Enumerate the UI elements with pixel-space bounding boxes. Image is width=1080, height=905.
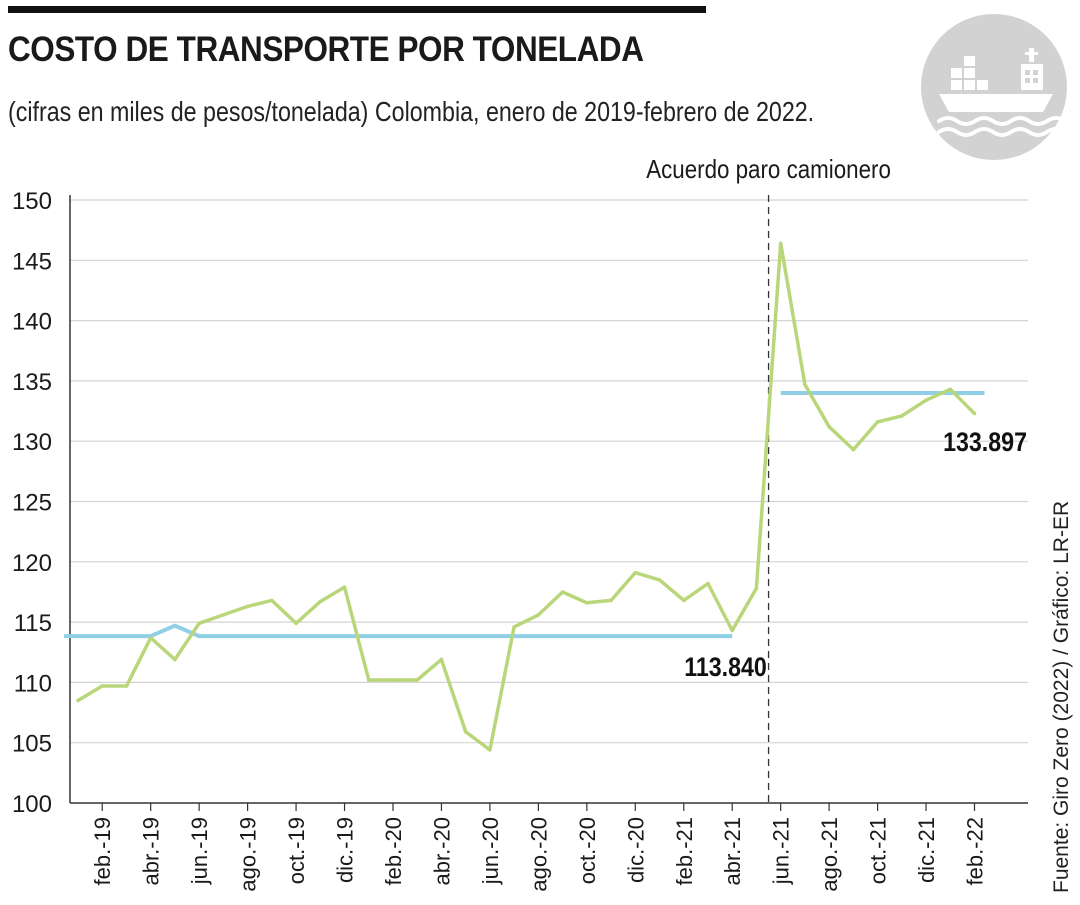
- data-point-jul.-20: [512, 625, 516, 629]
- data-point-abr.-21: [730, 628, 735, 633]
- y-tick-label: 110: [14, 670, 52, 697]
- data-point-ene.-22: [948, 387, 953, 392]
- y-tick-label: 150: [12, 188, 52, 215]
- data-point-oct.-19: [294, 621, 298, 626]
- source-credit: Fuente: Giro Zero (2022) / Gráfico: LR-E…: [1050, 500, 1073, 893]
- gridlines: [69, 195, 1028, 804]
- y-tick-label: 130: [12, 429, 52, 456]
- data-point-mar.-19: [124, 684, 129, 688]
- x-tick-label: abr.-21: [720, 817, 745, 886]
- average-label-1: 113.840: [684, 652, 767, 682]
- x-tick-label: oct.-19: [284, 817, 309, 884]
- top-rule: [8, 6, 706, 13]
- y-tick-label: 145: [12, 248, 52, 275]
- data-point-sep.-21: [851, 447, 856, 452]
- data-point-mar.-20: [415, 678, 420, 682]
- y-tick-label: 100: [12, 791, 52, 818]
- y-tick-label: 140: [12, 309, 52, 336]
- data-point-ene.-20: [366, 678, 371, 682]
- data-point-ene.-19: [76, 698, 80, 703]
- data-point-ene.-21: [657, 578, 662, 582]
- x-tick-label: feb.-21: [672, 817, 697, 886]
- data-point-jun.-21: [778, 241, 783, 246]
- data-point-jun.-20: [488, 748, 492, 752]
- data-point-jul.-19: [221, 613, 226, 617]
- x-tick-label: ago.-21: [817, 817, 842, 892]
- x-tick-label: ago.-19: [236, 817, 261, 892]
- data-point-nov.-20: [609, 598, 613, 603]
- data-point-sep.-19: [270, 598, 274, 603]
- x-tick-label: feb.-22: [963, 817, 988, 886]
- average-label-2: 133.897: [943, 427, 1027, 457]
- data-point-dic.-20: [633, 570, 638, 575]
- y-tick-label: 115: [14, 610, 52, 637]
- data-point-feb.-19: [100, 684, 105, 688]
- data-point-jun.-19: [197, 621, 201, 626]
- x-tick-label: jun.-21: [769, 817, 794, 885]
- chart-title: COSTO DE TRANSPORTE POR TONELADA: [8, 30, 644, 69]
- data-point-feb.-22: [972, 411, 977, 416]
- cargo-ship-icon: [921, 14, 1067, 160]
- x-tick-label: feb.-19: [90, 817, 115, 886]
- x-tick-label: oct.-20: [575, 817, 600, 884]
- series-points: [76, 241, 977, 752]
- data-point-ago.-20: [536, 613, 541, 617]
- y-tick-label: 125: [12, 490, 52, 517]
- x-tick-label: dic.-20: [623, 817, 648, 883]
- data-point-abr.-20: [439, 657, 444, 662]
- data-point-ago.-21: [827, 424, 831, 429]
- y-tick-label: 135: [12, 369, 52, 396]
- data-point-feb.-21: [681, 598, 686, 603]
- x-tick-label: dic.-19: [333, 817, 358, 883]
- y-tick-label: 105: [12, 731, 52, 758]
- data-point-ago.-19: [245, 604, 250, 609]
- data-point-mar.-21: [706, 581, 710, 586]
- data-point-oct.-20: [585, 601, 589, 605]
- data-point-may.-19: [173, 657, 177, 662]
- data-point-nov.-21: [900, 414, 904, 418]
- data-point-may.-21: [754, 586, 759, 591]
- x-tick-label: abr.-20: [429, 817, 454, 886]
- data-point-abr.-19: [148, 635, 153, 640]
- x-tick-label: dic.-21: [914, 817, 939, 883]
- data-point-may.-20: [463, 730, 468, 734]
- series-line: [77, 241, 976, 752]
- x-axis-ticks: feb.-19 abr.-19 jun.-19 ago.-19 oct.-19 dic.-…: [90, 803, 988, 892]
- chart-subtitle: (cifras en miles de pesos/tonelada) Colo…: [8, 96, 815, 127]
- x-tick-label: jun.-19: [187, 817, 212, 885]
- event-marker-label: Acuerdo paro camionero: [646, 155, 891, 184]
- x-tick-label: ago.-20: [526, 817, 551, 892]
- data-point-dic.-21: [924, 398, 928, 402]
- data-point-feb.-20: [391, 678, 395, 682]
- y-tick-label: 120: [12, 550, 52, 577]
- data-point-jul.-21: [803, 382, 807, 387]
- y-axis-ticks: 100 105 110 115 120 125 130 135 140 145 150: [12, 188, 52, 818]
- x-tick-label: oct.-21: [866, 817, 891, 884]
- data-point-nov.-19: [318, 599, 323, 604]
- average-lines: [64, 390, 985, 639]
- x-tick-label: feb.-20: [381, 817, 406, 886]
- average-line-1: [64, 623, 733, 639]
- data-point-sep.-20: [560, 590, 565, 594]
- x-tick-label: jun.-20: [478, 817, 503, 885]
- data-point-oct.-21: [875, 420, 880, 424]
- data-point-dic.-19: [342, 585, 347, 589]
- x-tick-label: abr.-19: [139, 817, 164, 886]
